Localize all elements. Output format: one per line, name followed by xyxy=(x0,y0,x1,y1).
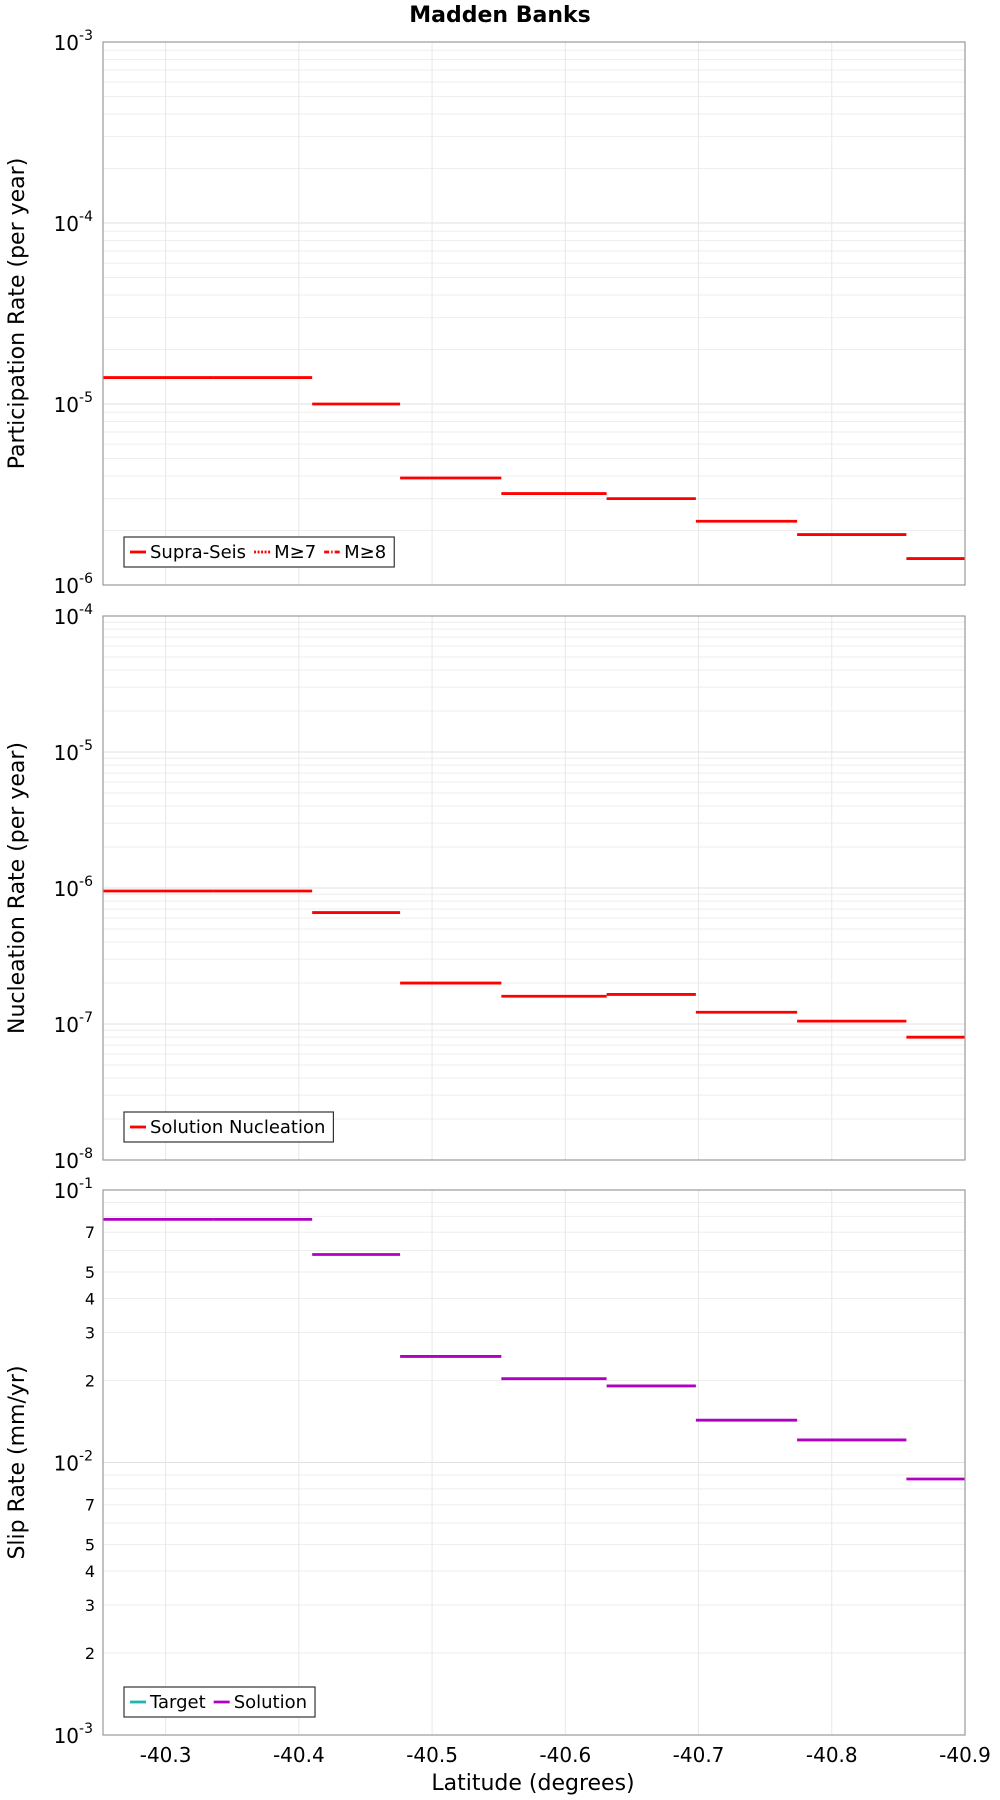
legend-label: M≥8 xyxy=(344,542,386,563)
x-tick-label: -40.3 xyxy=(140,1743,192,1767)
y-minor-tick-label: 5 xyxy=(85,1536,95,1555)
y-tick-label: 10-3 xyxy=(54,28,93,55)
x-tick-label: -40.8 xyxy=(806,1743,858,1767)
y-tick-label: 10-8 xyxy=(54,1146,93,1173)
y-tick-label: 10-1 xyxy=(54,1176,93,1203)
panel-3: 10-1 10-2 10-3 7 5 4 3 2 7 5 4 3 2 Slip Rate (mm/yr) T… xyxy=(5,1176,966,1748)
y-axis-label: Nucleation Rate (per year) xyxy=(5,742,30,1034)
y-minor-tick-label: 2 xyxy=(85,1371,95,1390)
panel-1: 10-3 10-4 10-5 10-6 Participation Rate (per … xyxy=(5,28,966,598)
legend-label: Solution Nucleation xyxy=(150,1117,325,1138)
plot-frame xyxy=(102,1189,966,1736)
legend-label: Solution xyxy=(234,1692,307,1713)
x-tick-label: -40.7 xyxy=(673,1743,725,1767)
plot-frame xyxy=(102,41,966,586)
x-tick-label: -40.4 xyxy=(273,1743,325,1767)
y-minor-tick-label: 3 xyxy=(85,1323,95,1342)
y-minor-tick-label: 2 xyxy=(85,1644,95,1663)
y-tick-label: 10-6 xyxy=(54,571,94,598)
y-tick-label: 10-4 xyxy=(54,602,94,629)
legend-label: Target xyxy=(149,1692,206,1713)
chart-title: Madden Banks xyxy=(409,3,590,28)
y-minor-tick-label: 3 xyxy=(85,1596,95,1615)
legend-label: Supra-Seis xyxy=(150,542,246,563)
y-tick-label: 10-6 xyxy=(54,874,94,901)
legend: Supra-Seis M≥7 M≥8 xyxy=(123,536,395,568)
plot-area xyxy=(103,42,965,585)
y-minor-tick-label: 5 xyxy=(85,1263,95,1282)
y-tick-label: 10-7 xyxy=(54,1010,93,1037)
y-minor-tick-label: 4 xyxy=(85,1289,95,1308)
x-axis-label: Latitude (degrees) xyxy=(431,1771,634,1796)
y-tick-label: 10-3 xyxy=(54,1721,93,1748)
x-tick-label: -40.5 xyxy=(406,1743,458,1767)
y-minor-tick-label: 4 xyxy=(85,1562,95,1581)
y-tick-label: 10-2 xyxy=(54,1449,93,1476)
x-tick-label: -40.9 xyxy=(939,1743,991,1767)
y-tick-label: 10-5 xyxy=(54,738,93,765)
legend: Solution Nucleation xyxy=(123,1111,335,1143)
y-tick-label: 10-4 xyxy=(54,209,94,236)
y-tick-label: 10-5 xyxy=(54,390,93,417)
legend-box xyxy=(123,1111,335,1143)
y-axis-label: Participation Rate (per year) xyxy=(5,158,30,470)
x-tick-label: -40.6 xyxy=(539,1743,591,1767)
plot-frame xyxy=(102,615,966,1161)
legend: Target Solution xyxy=(123,1686,316,1718)
y-minor-tick-label: 7 xyxy=(85,1496,95,1515)
legend-label: M≥7 xyxy=(274,542,316,563)
panel-2: 10-4 10-5 10-6 10-7 10-8 Nucleation Rate (per… xyxy=(5,602,966,1173)
y-minor-tick-label: 7 xyxy=(85,1223,95,1242)
x-axis: -40.3 -40.4 -40.5 -40.6 -40.7 -40.8 -40.9 xyxy=(140,1743,991,1767)
legend-box xyxy=(123,1686,316,1718)
y-axis-label: Slip Rate (mm/yr) xyxy=(5,1365,30,1559)
